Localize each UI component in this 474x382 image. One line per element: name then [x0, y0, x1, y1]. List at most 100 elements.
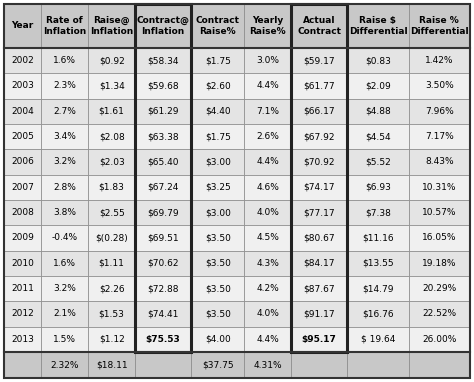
Bar: [409, 4, 470, 48]
Text: $0.83: $0.83: [365, 56, 391, 65]
Text: $3.50: $3.50: [205, 259, 231, 268]
Bar: [244, 99, 291, 124]
Text: 4.2%: 4.2%: [256, 284, 279, 293]
Text: $3.50: $3.50: [205, 233, 231, 243]
Bar: [291, 251, 347, 276]
Bar: [291, 4, 347, 48]
Bar: [347, 73, 409, 99]
Bar: [291, 48, 347, 73]
Text: $66.17: $66.17: [303, 107, 335, 116]
Text: $58.34: $58.34: [147, 56, 179, 65]
Bar: [4, 301, 41, 327]
Text: $2.60: $2.60: [205, 81, 231, 91]
Bar: [291, 225, 347, 251]
Text: -0.4%: -0.4%: [52, 233, 78, 243]
Text: 2007: 2007: [11, 183, 34, 192]
Bar: [409, 200, 470, 225]
Text: $2.08: $2.08: [99, 132, 125, 141]
Text: 2009: 2009: [11, 233, 34, 243]
Text: 1.42%: 1.42%: [425, 56, 454, 65]
Text: $18.11: $18.11: [96, 361, 128, 369]
Bar: [244, 4, 291, 48]
Bar: [191, 251, 244, 276]
Bar: [135, 200, 191, 225]
Text: $5.52: $5.52: [365, 157, 391, 167]
Bar: [41, 251, 88, 276]
Text: 19.18%: 19.18%: [422, 259, 456, 268]
Text: $2.09: $2.09: [365, 81, 391, 91]
Bar: [244, 251, 291, 276]
Text: $4.40: $4.40: [205, 107, 230, 116]
Bar: [244, 73, 291, 99]
Bar: [191, 225, 244, 251]
Bar: [4, 4, 41, 48]
Text: $63.38: $63.38: [147, 132, 179, 141]
Bar: [347, 48, 409, 73]
Text: Raise@
Inflation: Raise@ Inflation: [90, 16, 133, 36]
Text: 4.0%: 4.0%: [256, 309, 279, 319]
Bar: [347, 301, 409, 327]
Text: Contract@
Inflation: Contract@ Inflation: [137, 16, 190, 36]
Bar: [41, 124, 88, 149]
Text: 2012: 2012: [11, 309, 34, 319]
Bar: [409, 327, 470, 352]
Bar: [409, 352, 470, 378]
Text: 4.4%: 4.4%: [256, 157, 279, 167]
Bar: [41, 73, 88, 99]
Bar: [244, 149, 291, 175]
Text: $74.17: $74.17: [303, 183, 335, 192]
Bar: [88, 200, 135, 225]
Text: 2006: 2006: [11, 157, 34, 167]
Text: $59.17: $59.17: [303, 56, 335, 65]
Text: 3.2%: 3.2%: [54, 284, 76, 293]
Bar: [4, 149, 41, 175]
Text: $6.93: $6.93: [365, 183, 391, 192]
Bar: [135, 352, 191, 378]
Text: Raise $
Differential: Raise $ Differential: [349, 16, 407, 36]
Text: 2010: 2010: [11, 259, 34, 268]
Text: $91.17: $91.17: [303, 309, 335, 319]
Text: Raise %
Differential: Raise % Differential: [410, 16, 469, 36]
Text: $4.88: $4.88: [365, 107, 391, 116]
Bar: [191, 327, 244, 352]
Text: $74.41: $74.41: [147, 309, 179, 319]
Text: Rate of
Inflation: Rate of Inflation: [43, 16, 86, 36]
Text: $1.34: $1.34: [99, 81, 125, 91]
Bar: [291, 4, 347, 352]
Bar: [191, 48, 244, 73]
Bar: [88, 225, 135, 251]
Text: $1.53: $1.53: [99, 309, 125, 319]
Bar: [347, 276, 409, 301]
Text: $11.16: $11.16: [362, 233, 394, 243]
Bar: [135, 301, 191, 327]
Bar: [191, 4, 244, 48]
Bar: [88, 124, 135, 149]
Bar: [88, 327, 135, 352]
Bar: [291, 124, 347, 149]
Bar: [4, 73, 41, 99]
Text: 4.4%: 4.4%: [256, 335, 279, 344]
Bar: [4, 352, 41, 378]
Bar: [4, 225, 41, 251]
Text: Contract
Raise%: Contract Raise%: [196, 16, 240, 36]
Text: $2.03: $2.03: [99, 157, 125, 167]
Text: $0.92: $0.92: [99, 56, 125, 65]
Bar: [291, 301, 347, 327]
Text: $2.55: $2.55: [99, 208, 125, 217]
Bar: [4, 276, 41, 301]
Text: 1.5%: 1.5%: [54, 335, 76, 344]
Text: 22.52%: 22.52%: [422, 309, 456, 319]
Text: 2.1%: 2.1%: [54, 309, 76, 319]
Text: 2008: 2008: [11, 208, 34, 217]
Bar: [244, 200, 291, 225]
Text: $7.38: $7.38: [365, 208, 391, 217]
Text: 2.8%: 2.8%: [54, 183, 76, 192]
Bar: [41, 352, 88, 378]
Bar: [244, 276, 291, 301]
Text: 7.1%: 7.1%: [256, 107, 279, 116]
Text: $70.92: $70.92: [303, 157, 335, 167]
Bar: [191, 124, 244, 149]
Text: $61.29: $61.29: [147, 107, 179, 116]
Bar: [4, 175, 41, 200]
Bar: [347, 352, 409, 378]
